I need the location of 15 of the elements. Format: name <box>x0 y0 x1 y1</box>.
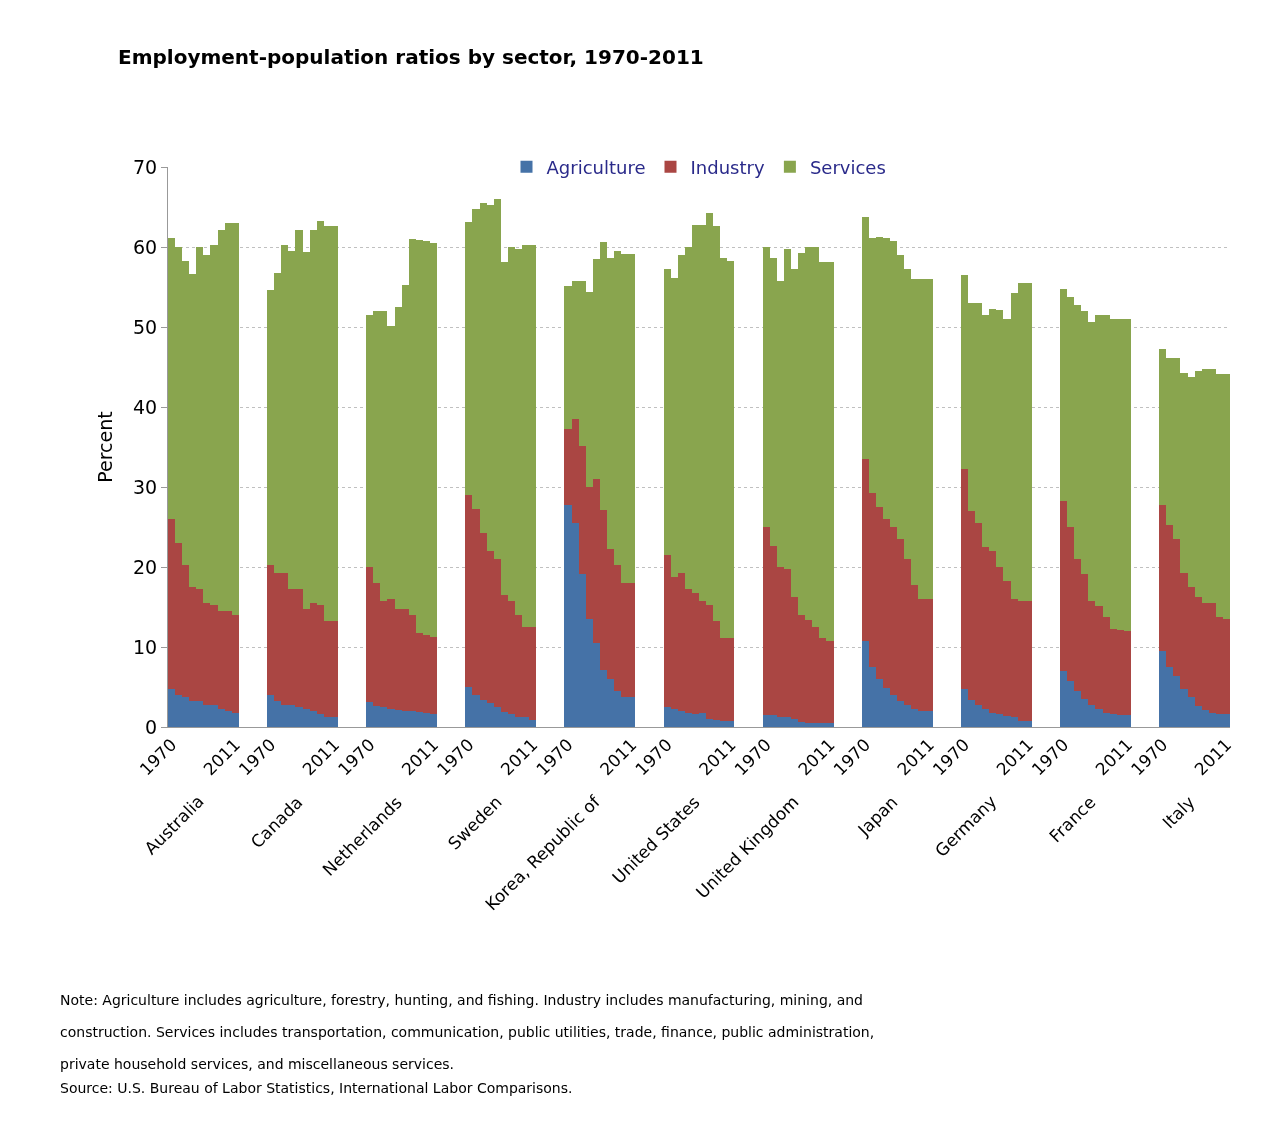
chart-title: Employment-population ratios by sector, 1970-2011 <box>118 45 704 69</box>
y-tick-label: 30 <box>133 475 158 498</box>
legend-label: Agriculture <box>546 156 646 178</box>
source-note: Source: U.S. Bureau of Labor Statistics, International Labor Comparisons. <box>60 1080 573 1096</box>
y-tick-label: 0 <box>145 715 158 738</box>
y-tick-label: 60 <box>133 235 158 258</box>
y-tick-label: 70 <box>133 155 158 178</box>
y-tick-label: 10 <box>133 635 158 658</box>
y-tick-label: 50 <box>133 315 158 338</box>
legend-label: Services <box>809 156 886 178</box>
y-tick-label: 20 <box>133 555 158 578</box>
y-axis-title: Percent <box>93 411 116 483</box>
text: Note: Agriculture includes agriculture, forestry, hunting, and fishing. Industry includes manufacturing, mining, and construction. Services includes transportation, communication, public utilities, trade, finance, public administration, private household services, and miscellaneous services. <box>60 992 875 1072</box>
legend-label: Industry <box>690 156 765 178</box>
y-tick-label: 40 <box>133 395 158 418</box>
